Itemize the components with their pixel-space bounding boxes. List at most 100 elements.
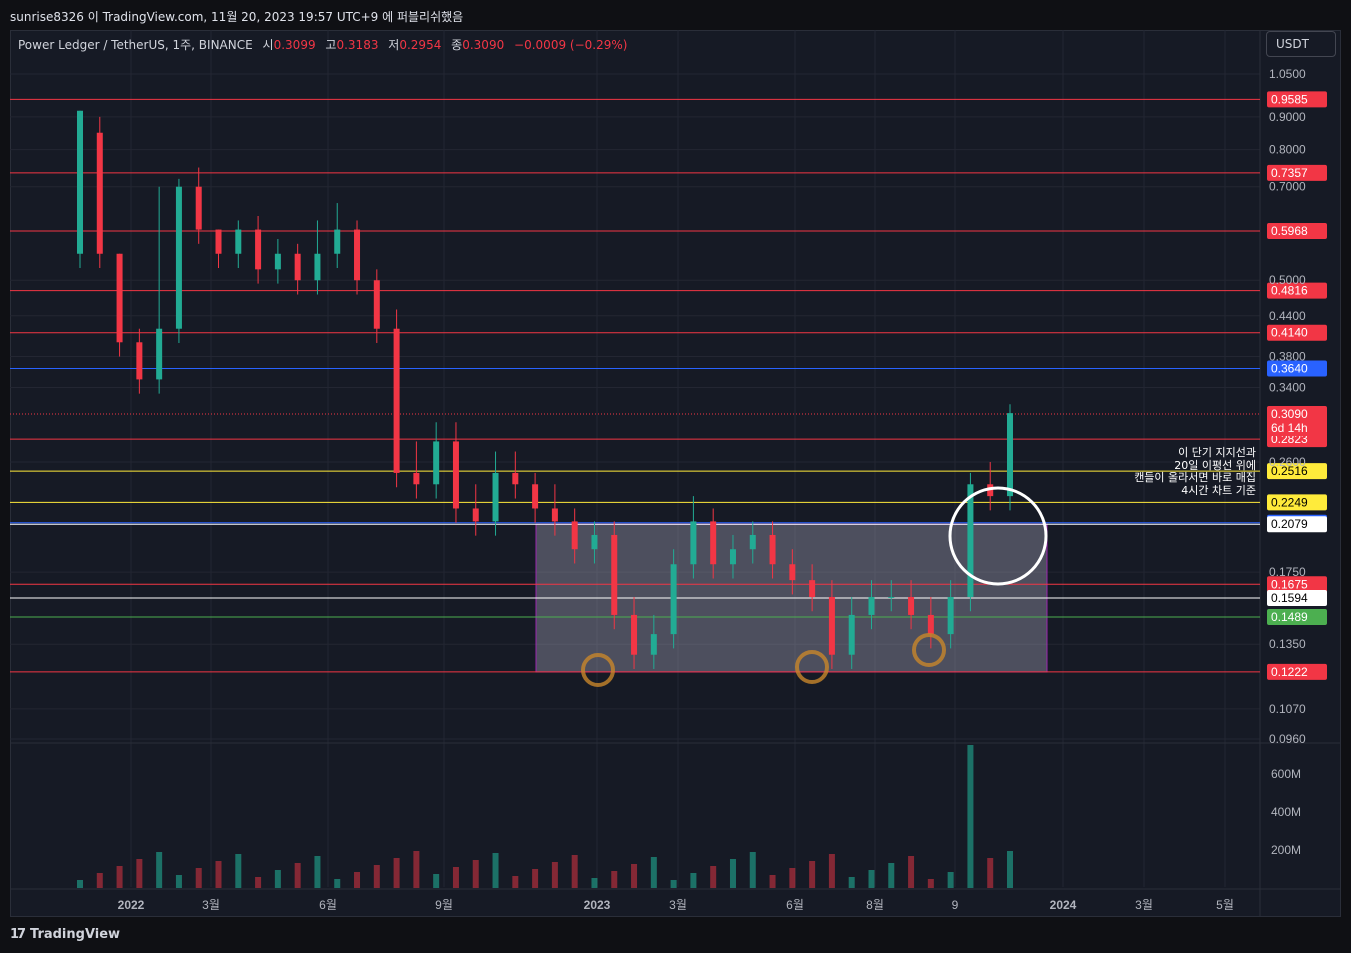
volume-bar (413, 851, 420, 888)
x-tick-label: 2024 (1050, 898, 1077, 912)
volume-bar (650, 857, 657, 888)
volume-tick-label: 400M (1271, 805, 1301, 819)
volume-bar (354, 872, 361, 888)
brand-label: TradingView (30, 927, 121, 942)
volume-bar (967, 745, 974, 888)
countdown-label: 6d 14h (1271, 421, 1308, 435)
candle-body (77, 110, 83, 254)
volume-bar (888, 863, 895, 888)
price-label-box (1267, 282, 1327, 299)
candle-body (551, 508, 558, 522)
candle-body (769, 534, 776, 565)
price-label: 0.1675 (1271, 577, 1308, 591)
price-label-box (1267, 164, 1327, 181)
y-tick-label: 0.1070 (1269, 702, 1306, 716)
price-label: 0.5968 (1271, 224, 1308, 238)
candle-body (255, 229, 262, 270)
volume-bar (848, 877, 855, 888)
volume-bar (1007, 851, 1013, 888)
candle-body (729, 549, 736, 565)
volume-bar (789, 868, 796, 888)
candle-body (947, 596, 954, 635)
candle-body (1007, 413, 1013, 497)
volume-bar (314, 856, 321, 888)
annotation-text: 이 단기 지지선과 20일 이평선 위에 캔들이 올라서면 바로 매집 4시간 … (1134, 446, 1256, 497)
volume-bar (631, 864, 638, 888)
volume-bar (828, 854, 835, 888)
x-tick-label: 5월 (1216, 898, 1234, 912)
price-label-box (1267, 463, 1327, 480)
bottom-marker-circle (912, 633, 946, 667)
tradingview-footer[interactable]: 17 TradingView (10, 927, 120, 942)
price-label: 0.2249 (1271, 495, 1308, 509)
x-tick-label: 2023 (584, 898, 611, 912)
volume-bar (373, 865, 380, 888)
volume-bar (492, 853, 499, 888)
volume-bar (670, 880, 677, 888)
price-label: 0.3640 (1271, 361, 1308, 375)
annotation-line: 이 단기 지지선과 (1178, 446, 1256, 459)
candle-body (156, 328, 163, 380)
x-tick-label: 8월 (866, 898, 884, 912)
chart-frame (10, 30, 1341, 917)
candle-body (888, 596, 895, 598)
y-tick-label: 0.3800 (1269, 350, 1306, 364)
candle-body (274, 253, 281, 270)
y-tick-label: 0.4400 (1269, 309, 1306, 323)
breakout-circle (948, 486, 1048, 586)
volume-bar (195, 868, 202, 888)
price-label-box (1267, 590, 1327, 607)
candle-body (215, 229, 222, 254)
x-tick-label: 6월 (786, 898, 804, 912)
volume-tick-label: 600M (1271, 767, 1301, 781)
candle-body (967, 484, 974, 597)
volume-bar (571, 855, 578, 888)
volume-bar (690, 873, 697, 888)
price-label-box (1267, 324, 1327, 341)
currency-button[interactable]: USDT (1266, 31, 1336, 57)
volume-bar (175, 875, 182, 888)
candle-body (413, 472, 420, 485)
volume-bar (77, 880, 83, 888)
volume-bar (452, 867, 459, 888)
volume-bar (255, 877, 262, 888)
price-label: 0.4816 (1271, 284, 1308, 298)
candle-body (631, 614, 638, 655)
price-label-box (1267, 223, 1327, 240)
candle-body (848, 614, 855, 655)
volume-bar (749, 852, 756, 888)
high-label: 고 (325, 38, 337, 52)
y-tick-label: 0.0960 (1269, 732, 1306, 746)
price-label: 0.1222 (1271, 665, 1308, 679)
volume-bar (532, 869, 539, 888)
volume-bar (334, 879, 341, 888)
candle-body (393, 328, 400, 473)
candle-body (532, 484, 539, 509)
tradingview-logo-icon: 17 (10, 927, 26, 942)
volume-bar (512, 876, 519, 888)
candle-body (334, 229, 341, 254)
candle-body (472, 508, 479, 522)
volume-bar (235, 854, 242, 888)
annotation-line: 캔들이 올라서면 바로 매집 (1134, 471, 1256, 484)
volume-bar (136, 859, 143, 888)
annotation-line: 20일 이평선 위에 (1174, 458, 1256, 472)
price-label-box (1267, 663, 1327, 680)
price-label: 0.7357 (1271, 166, 1308, 180)
open-label: 시 (262, 38, 274, 52)
candle-body (235, 229, 242, 254)
volume-bar (116, 866, 123, 888)
x-tick-label: 3월 (669, 898, 687, 912)
publish-info: sunrise8326 이 TradingView.com, 11월 20, 2… (10, 10, 464, 24)
symbol-label[interactable]: Power Ledger / TetherUS, 1주, BINANCE (18, 38, 253, 52)
price-chart[interactable]: 0.95850.73570.59680.48160.41400.36400.28… (10, 30, 1341, 917)
price-label-box (1267, 576, 1327, 593)
y-tick-label: 1.0500 (1269, 67, 1306, 81)
candle-body (433, 441, 440, 485)
candle-body (116, 253, 123, 343)
current-price-box (1267, 406, 1327, 437)
candle-body (294, 253, 301, 281)
candle-body (868, 596, 875, 615)
price-label: 0.4140 (1271, 326, 1308, 340)
volume-bar (710, 866, 717, 888)
